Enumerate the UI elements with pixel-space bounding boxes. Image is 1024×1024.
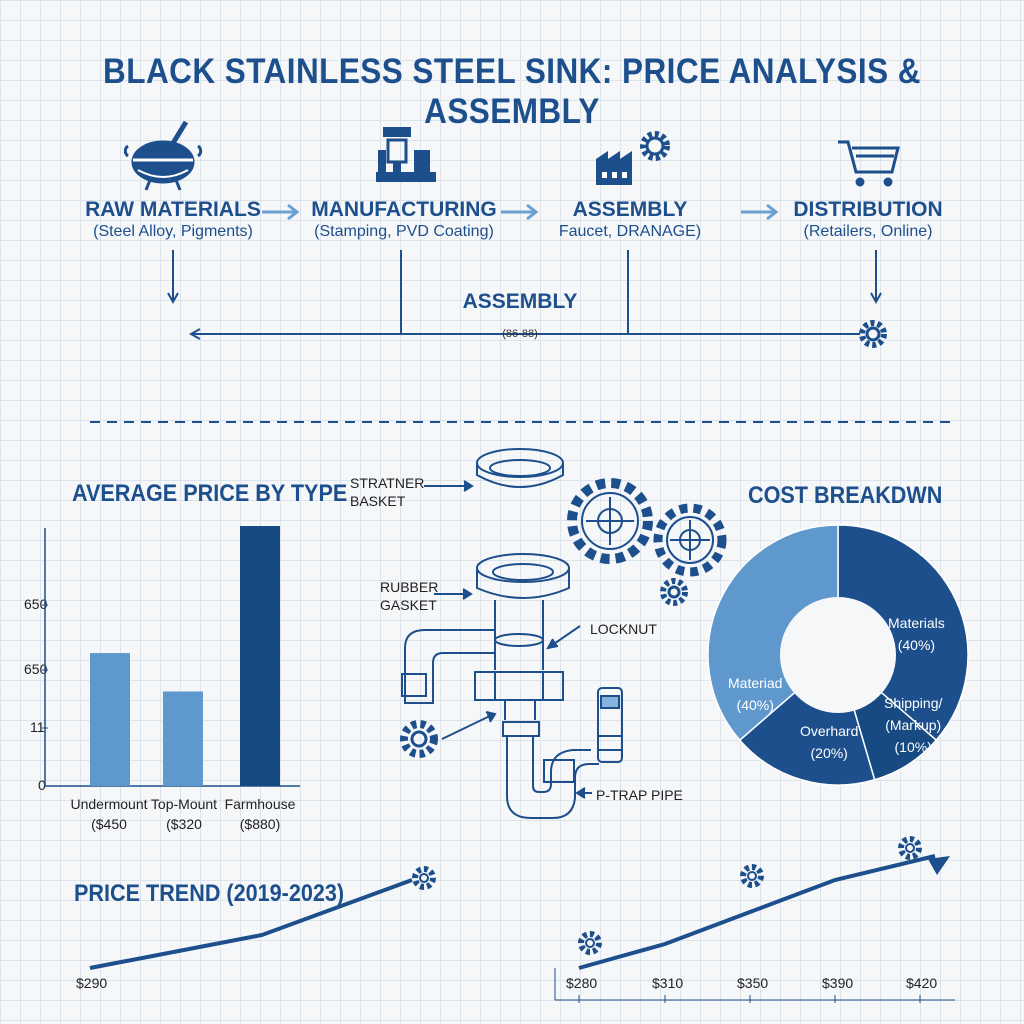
- pie-slice-3: [707, 524, 839, 742]
- factory-gear-icon: [596, 131, 670, 185]
- bar-farmhouse: [240, 526, 280, 786]
- pie-chart-title: COST BREAKDWN: [748, 482, 943, 509]
- gear-icon: [740, 864, 764, 888]
- bar-category-undermount: Undermount ($450: [70, 796, 148, 832]
- trend-start-label: $290: [76, 975, 108, 991]
- loop-label: ASSEMBLY: [462, 290, 578, 313]
- trend-line-left: [89, 878, 413, 970]
- pie-label-shipping: Shipping/(Markup) (10%): [884, 695, 943, 755]
- stage-raw-materials-subtitle: (Steel Alloy, Pigments): [93, 223, 253, 240]
- trend-x-label: $350: [737, 975, 769, 991]
- p-trap-label: P-TRAP PIPE: [596, 787, 683, 803]
- strainer-basket-part: [476, 448, 564, 488]
- trend-arrowhead: [928, 856, 950, 875]
- tailpiece-pipe: [494, 600, 544, 670]
- bar-category-top-mount: Top-Mount ($320: [150, 796, 218, 832]
- rubber-gasket-part: [476, 553, 570, 599]
- stage-manufacturing-subtitle: (Stamping, PVD Coating): [314, 223, 494, 240]
- gear-icon: [400, 720, 438, 758]
- page-title: BLACK STAINLESS STEEL SINK: PRICE ANALYS…: [103, 52, 921, 131]
- trend-x-label: $310: [652, 975, 684, 991]
- pie-slice-0: [837, 524, 969, 742]
- flow-arrows: [262, 203, 779, 221]
- gear-icon: [567, 478, 653, 564]
- rubber-gasket-label: RUBBER GASKET: [380, 579, 439, 613]
- y-tick-label: 650: [24, 596, 48, 612]
- cauldron-icon: [123, 120, 203, 191]
- trend-title: PRICE TREND (2019-2023): [74, 880, 345, 907]
- pie-label-materiad: Materiad (40%): [728, 675, 783, 713]
- gear-icon: [412, 866, 436, 890]
- shopping-cart-icon: [838, 140, 900, 187]
- stage-distribution-title: DISTRIBUTION: [793, 198, 943, 221]
- pie-label-materials: Materials (40%): [888, 615, 945, 653]
- stage-assembly-title: ASSEMBLY: [572, 198, 688, 221]
- bar-top-mount: [163, 691, 203, 786]
- trend-line-right: [578, 854, 936, 970]
- trend-x-label: $420: [906, 975, 938, 991]
- side-pipe: [401, 629, 495, 704]
- strainer-basket-label: STRATNER BASKET: [350, 475, 425, 509]
- stage-raw-materials-title: RAW MATERIALS: [85, 198, 261, 221]
- factory-machine-icon: [376, 127, 436, 182]
- y-tick-label: 11: [30, 719, 45, 735]
- loop-sublabel: (86-88): [502, 328, 538, 340]
- gear-icon: [653, 503, 727, 577]
- cleanout-part: [597, 687, 623, 763]
- stage-manufacturing-title: MANUFACTURING: [311, 198, 497, 221]
- gear-icon: [660, 578, 688, 606]
- stage-distribution-subtitle: (Retailers, Online): [803, 223, 933, 240]
- trend-x-label: $280: [566, 975, 598, 991]
- stage-assembly-subtitle: Faucet, DRANAGE): [558, 223, 702, 240]
- pie-label-overhead: Overhard (20%): [800, 723, 859, 761]
- gear-icon: [578, 931, 602, 955]
- trend-x-label: $390: [822, 975, 854, 991]
- bar-chart-title: AVERAGE PRICE BY TYPE: [72, 480, 348, 507]
- locknut-label: LOCKNUT: [590, 621, 657, 637]
- gear-icon: [859, 320, 887, 348]
- locknut-part: [474, 671, 564, 701]
- bar-undermount: [90, 653, 130, 786]
- loop-connectors: [167, 250, 882, 340]
- p-trap-part: [502, 700, 599, 819]
- y-tick-label: 0: [38, 777, 46, 793]
- bar-category-farmhouse: Farmhouse ($880): [224, 796, 296, 832]
- gear-icon: [898, 836, 922, 860]
- y-tick-label: 650: [24, 661, 48, 677]
